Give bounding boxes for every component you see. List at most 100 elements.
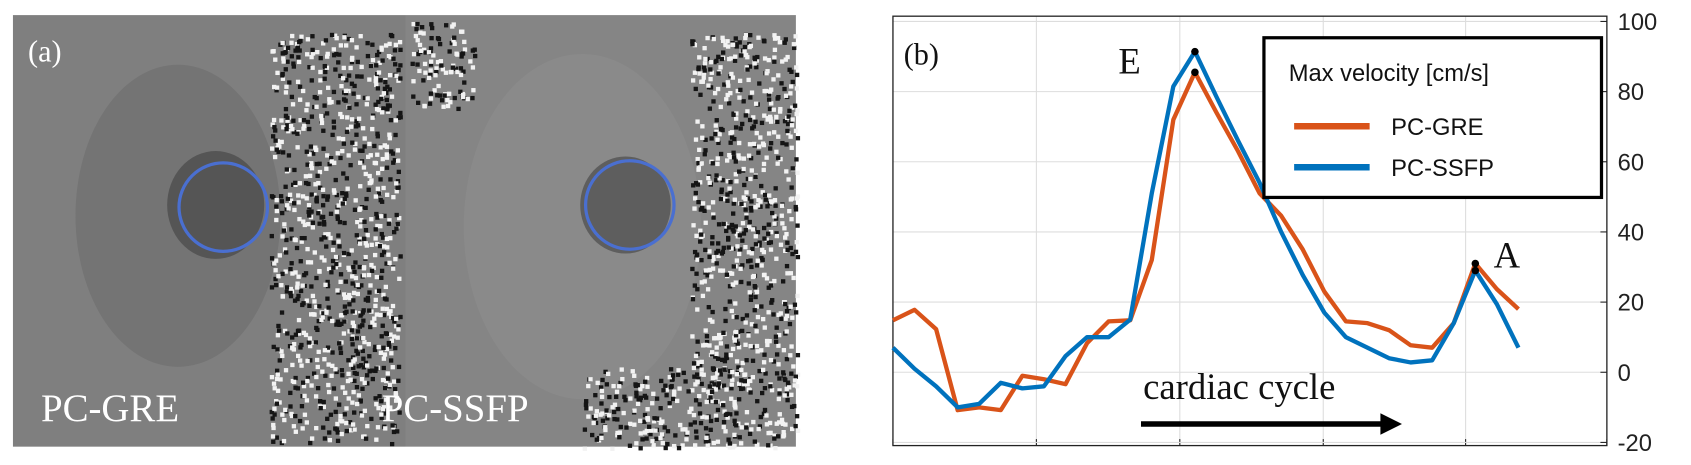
speckle xyxy=(324,310,329,315)
speckle xyxy=(385,408,390,413)
speckle xyxy=(330,318,335,324)
speckle xyxy=(375,186,381,191)
speckle xyxy=(325,283,331,289)
speckle xyxy=(767,89,773,94)
speckle xyxy=(292,167,297,173)
speckle xyxy=(620,376,625,382)
speckle xyxy=(347,105,352,110)
speckle xyxy=(308,358,313,363)
speckle xyxy=(638,395,643,400)
speckle xyxy=(346,153,351,158)
speckle xyxy=(387,136,392,141)
speckle xyxy=(303,271,309,276)
speckle xyxy=(306,203,312,208)
speckle xyxy=(731,150,736,155)
speckle xyxy=(724,224,729,229)
speckle xyxy=(738,53,744,58)
speckle xyxy=(766,92,772,97)
annotation: E xyxy=(1118,40,1140,81)
speckle xyxy=(709,274,714,279)
speckle xyxy=(350,400,355,405)
speckle xyxy=(781,430,786,435)
speckle xyxy=(704,339,710,345)
speckle xyxy=(723,412,729,417)
speckle xyxy=(732,443,737,449)
speckle xyxy=(713,131,718,137)
peak-dot xyxy=(1191,47,1199,56)
speckle xyxy=(374,402,379,407)
speckle xyxy=(295,386,301,391)
speckle xyxy=(754,65,759,70)
speckle xyxy=(749,251,754,256)
speckle xyxy=(793,128,799,134)
speckle xyxy=(777,420,782,425)
speckle xyxy=(748,258,753,263)
speckle xyxy=(658,420,664,426)
speckle xyxy=(737,169,742,174)
speckle xyxy=(352,269,357,275)
speckle xyxy=(359,217,364,223)
speckle xyxy=(612,402,618,407)
speckle xyxy=(367,141,372,147)
speckle xyxy=(753,285,758,290)
roi-circle xyxy=(583,159,676,251)
speckle xyxy=(375,170,381,176)
speckle xyxy=(272,261,277,266)
speckle xyxy=(301,126,306,131)
speckle xyxy=(627,443,633,448)
speckle xyxy=(583,402,589,407)
speckle xyxy=(611,409,617,415)
speckle xyxy=(794,196,799,201)
speckle xyxy=(348,377,353,382)
speckle xyxy=(710,309,715,315)
speckle xyxy=(342,295,348,300)
speckle xyxy=(783,235,788,240)
speckle xyxy=(385,84,390,89)
speckle xyxy=(736,153,741,158)
speckle xyxy=(387,132,392,137)
speckle xyxy=(739,201,744,206)
speckle xyxy=(774,216,779,221)
speckle xyxy=(703,220,708,225)
speckle xyxy=(795,108,800,113)
speckle xyxy=(791,364,796,369)
speckle xyxy=(737,227,742,232)
speckle xyxy=(709,136,714,141)
speckle xyxy=(591,420,596,426)
speckle xyxy=(742,372,747,378)
speckle xyxy=(319,113,324,119)
speckle xyxy=(372,143,377,149)
speckle xyxy=(300,283,305,288)
speckle xyxy=(776,362,781,367)
speckle xyxy=(732,432,737,438)
speckle xyxy=(729,71,734,77)
speckle xyxy=(306,340,312,345)
speckle xyxy=(382,213,387,219)
speckle xyxy=(638,446,643,451)
speckle xyxy=(374,211,379,217)
speckle xyxy=(410,61,415,67)
speckle xyxy=(772,47,778,53)
speckle xyxy=(758,414,763,420)
speckle xyxy=(719,357,725,363)
speckle xyxy=(450,65,456,70)
speckle xyxy=(783,301,788,307)
speckle xyxy=(340,191,345,196)
speckle xyxy=(355,329,361,334)
speckle xyxy=(779,417,785,423)
speckle xyxy=(793,249,799,255)
speckle xyxy=(289,54,294,59)
speckle xyxy=(782,393,787,398)
speckle xyxy=(321,311,326,316)
speckle xyxy=(331,240,336,245)
speckle xyxy=(389,94,395,99)
speckle xyxy=(398,76,403,81)
speckle xyxy=(329,159,334,164)
speckle xyxy=(280,40,285,46)
speckle xyxy=(391,379,397,384)
speckle xyxy=(351,298,356,303)
speckle xyxy=(354,385,360,390)
speckle xyxy=(350,342,355,347)
speckle xyxy=(754,343,760,349)
speckle xyxy=(354,132,359,137)
